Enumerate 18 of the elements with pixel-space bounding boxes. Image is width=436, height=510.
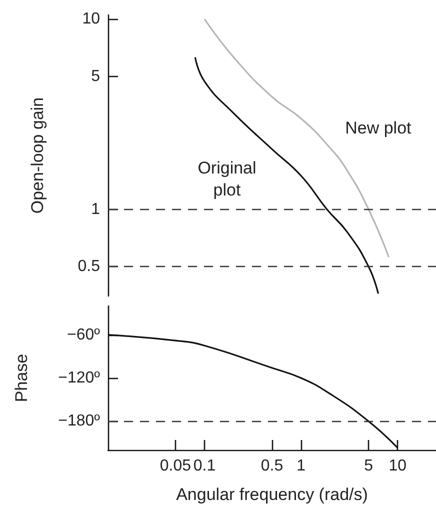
x-tick-label: 0.5 <box>260 458 284 474</box>
y-axis-title: Phase <box>12 354 31 402</box>
series-label: New plot <box>345 118 412 138</box>
y-tick-label: −60º <box>67 326 100 344</box>
x-tick-label: 10 <box>388 458 407 474</box>
y-tick-label: 0.5 <box>78 258 100 276</box>
y-tick-label: 10 <box>82 10 100 28</box>
y-tick-label: −120º <box>58 370 100 386</box>
x-tick-label: 0.1 <box>193 458 216 474</box>
x-tick-label: 5 <box>364 458 374 474</box>
y-axis-title: Open-loop gain <box>28 97 47 214</box>
y-tick-label: 1 <box>91 200 100 218</box>
series-label: Original plot <box>198 158 256 200</box>
x-tick-label: 0.05 <box>160 458 192 474</box>
x-axis-title: Angular frequency (rad/s) <box>176 485 368 504</box>
y-tick-label: −180º <box>58 412 100 430</box>
y-tick-label: 5 <box>91 68 100 85</box>
x-tick-label: 1 <box>296 458 306 474</box>
